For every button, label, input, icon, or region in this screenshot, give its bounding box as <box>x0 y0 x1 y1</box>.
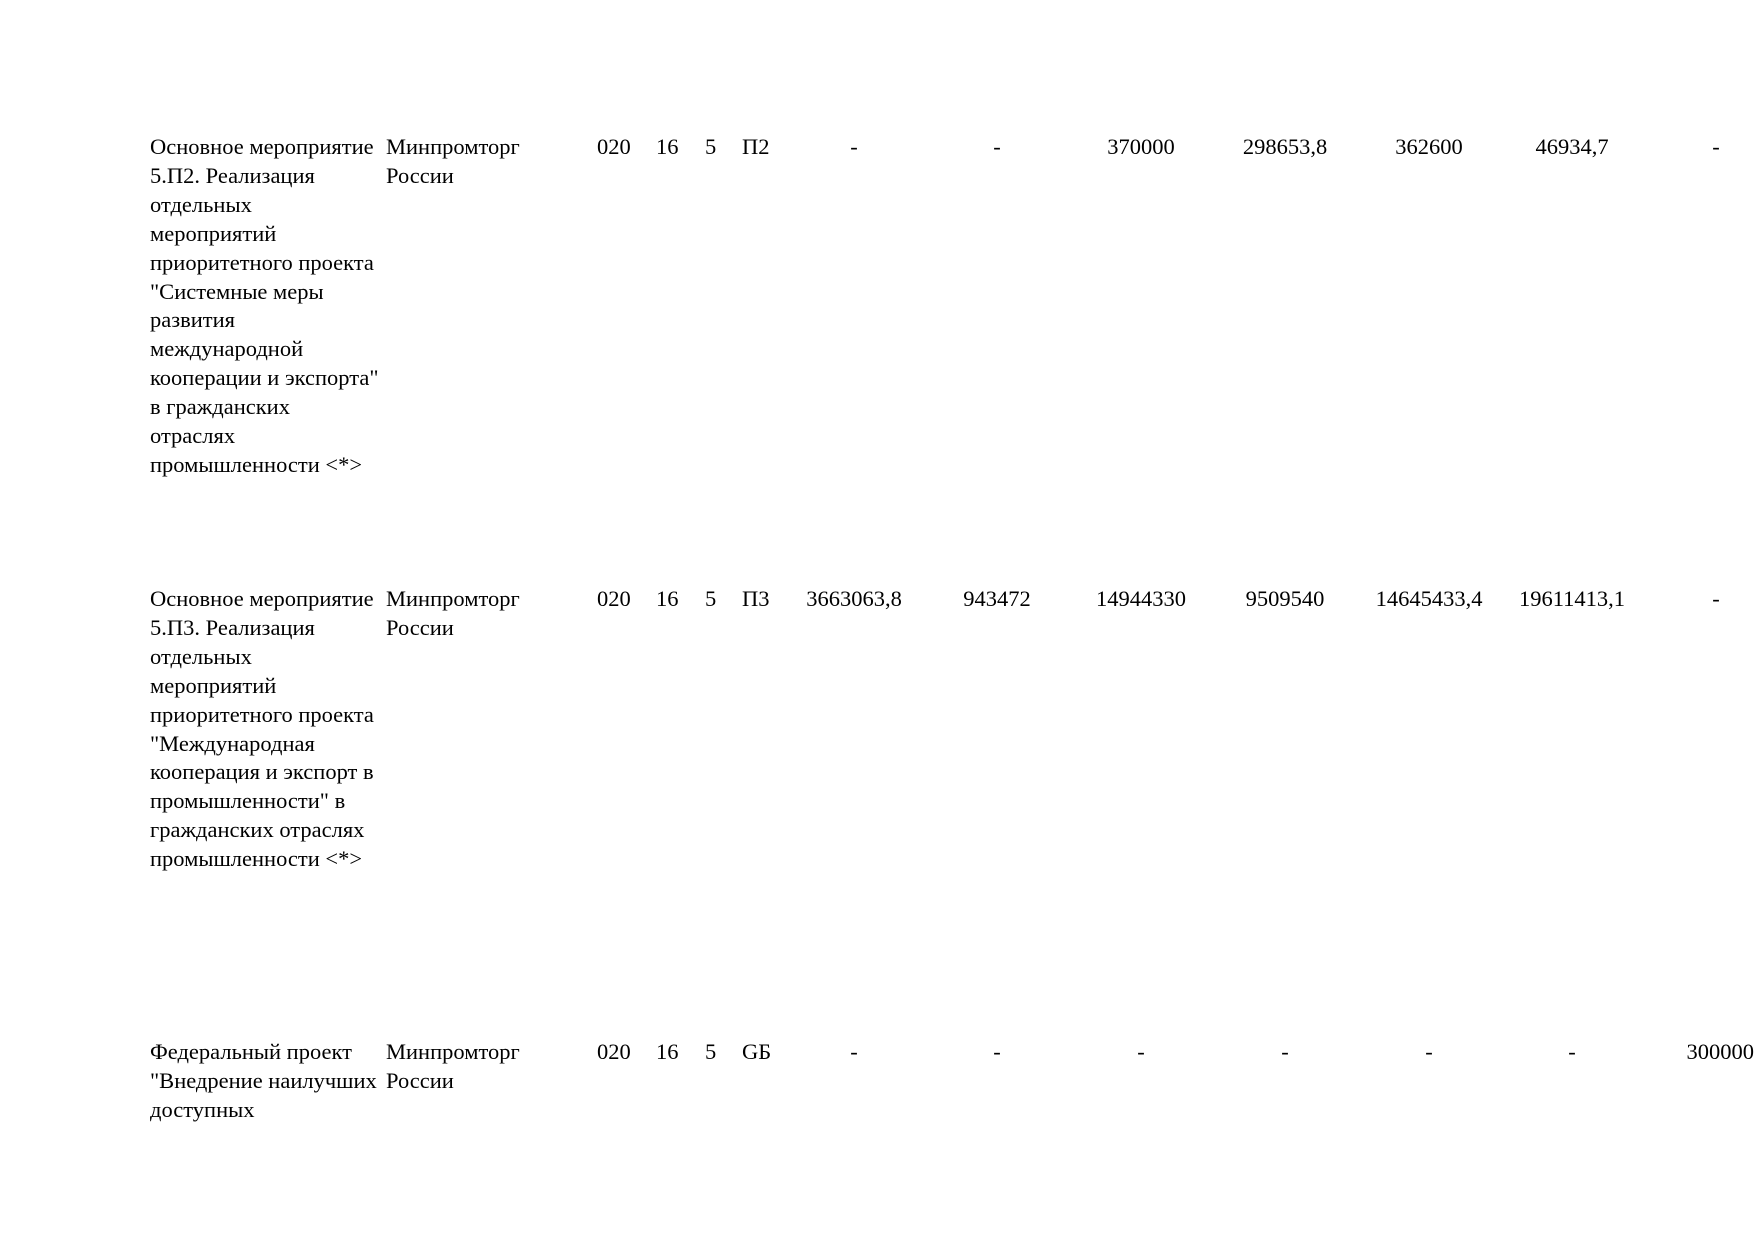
value-cell: 9509540 <box>1245 586 1325 611</box>
budget-code-cell: 5 <box>705 586 717 611</box>
budget-code-cell: 16 <box>656 134 679 159</box>
value-cell: - <box>993 134 1001 159</box>
value-cell: - <box>850 1039 858 1064</box>
budget-code-cell: 020 <box>597 586 631 611</box>
measure-name-cell: Федеральный проект "Внедрение наилучших … <box>150 1039 377 1122</box>
measure-name-cell: Основное мероприятие 5.П3. Реализация от… <box>150 586 374 872</box>
budget-code-cell: 16 <box>656 586 679 611</box>
value-cell: 3663063,8 <box>806 586 902 611</box>
value-cell: - <box>1281 1039 1289 1064</box>
value-cell: 19611413,1 <box>1518 586 1626 611</box>
budget-code-cell: П2 <box>742 134 770 159</box>
budget-code-cell: GБ <box>742 1039 772 1064</box>
value-cell: - <box>1568 1039 1576 1064</box>
value-cell: 943472 <box>963 586 1031 611</box>
responsible-org-cell: Минпромторг России <box>386 586 520 640</box>
value-cell: 362600 <box>1395 134 1463 159</box>
value-cell: - <box>1137 1039 1145 1064</box>
budget-code-cell: 020 <box>597 1039 631 1064</box>
value-cell: 370000 <box>1107 134 1175 159</box>
value-cell: 300000 <box>1686 1039 1754 1064</box>
budget-code-cell: 5 <box>705 134 717 159</box>
value-cell: - <box>1425 1039 1433 1064</box>
value-cell: 14645433,4 <box>1375 586 1483 611</box>
value-cell: 46934,7 <box>1535 134 1609 159</box>
budget-code-cell: П3 <box>742 586 770 611</box>
value-cell: 298653,8 <box>1242 134 1328 159</box>
value-cell: - <box>1712 586 1720 611</box>
measure-name-cell: Основное мероприятие 5.П2. Реализация от… <box>150 134 379 477</box>
responsible-org-cell: Минпромторг России <box>386 1039 520 1093</box>
responsible-org-cell: Минпромторг России <box>386 134 520 188</box>
value-cell: - <box>850 134 858 159</box>
value-cell: - <box>993 1039 1001 1064</box>
value-cell: - <box>1712 134 1720 159</box>
budget-code-cell: 020 <box>597 134 631 159</box>
budget-code-cell: 16 <box>656 1039 679 1064</box>
budget-code-cell: 5 <box>705 1039 717 1064</box>
value-cell: 14944330 <box>1096 586 1186 611</box>
